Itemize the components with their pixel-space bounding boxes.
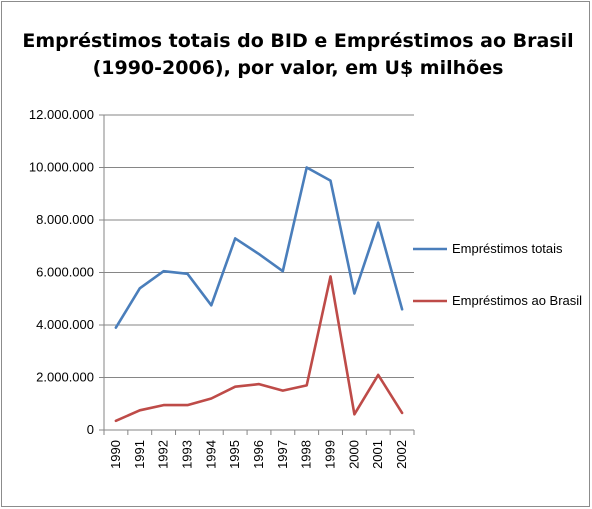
x-tick-label-1998: 1998 bbox=[299, 440, 314, 469]
x-tick-label-2000: 2000 bbox=[346, 440, 361, 469]
y-tick-label-4: 8.000.000 bbox=[36, 212, 94, 227]
x-tick-label-1994: 1994 bbox=[203, 440, 218, 469]
data-point-1-1996 bbox=[258, 383, 260, 385]
data-point-0-2002 bbox=[401, 308, 403, 311]
x-tick-label-1990: 1990 bbox=[108, 440, 123, 469]
axes bbox=[99, 114, 415, 435]
legend-label-0: Empréstimos totais bbox=[452, 241, 563, 256]
data-point-1-2001 bbox=[377, 373, 380, 376]
data-point-1-1997 bbox=[281, 389, 284, 392]
data-point-0-1998 bbox=[305, 166, 308, 169]
data-point-0-1997 bbox=[281, 270, 284, 273]
x-tick-label-1997: 1997 bbox=[275, 440, 290, 469]
data-point-0-2001 bbox=[377, 221, 380, 224]
data-point-0-1999 bbox=[329, 179, 332, 182]
x-tick-label-1999: 1999 bbox=[323, 440, 338, 469]
data-point-1-1998 bbox=[305, 384, 308, 387]
y-tick-label-2: 4.000.000 bbox=[36, 317, 94, 332]
chart-title-line-1: Empréstimos totais do BID e Empréstimos … bbox=[22, 30, 573, 52]
data-point-1-1995 bbox=[234, 385, 237, 388]
y-tick-label-5: 10.000.000 bbox=[29, 160, 94, 175]
gridlines bbox=[104, 114, 414, 378]
data-point-1-1991 bbox=[138, 409, 141, 412]
data-point-0-1996 bbox=[258, 253, 260, 256]
data-point-0-2000 bbox=[353, 292, 356, 295]
x-tick-label-1995: 1995 bbox=[227, 440, 242, 469]
y-tick-label-6: 12.000.000 bbox=[29, 107, 94, 122]
data-point-1-1993 bbox=[186, 404, 189, 406]
data-point-1-1992 bbox=[162, 404, 165, 406]
x-tick-label-1993: 1993 bbox=[179, 440, 194, 469]
x-axis-tick-labels: 1990 1991 1992 1993 1994 1995 1996 1997 1998 1999… bbox=[108, 440, 409, 469]
data-point-1-2000 bbox=[353, 413, 356, 416]
data-point-1-1990 bbox=[115, 419, 117, 422]
y-axis-tick-labels: 0 2.000.000 4.000.000 6.000.000 8.000.000 10.… bbox=[29, 107, 94, 437]
series-line-0 bbox=[114, 166, 404, 329]
legend-label-1: Empréstimos ao Brasil bbox=[452, 293, 582, 308]
data-point-0-1992 bbox=[162, 270, 165, 273]
x-tick-label-1996: 1996 bbox=[251, 440, 266, 469]
y-tick-label-0: 0 bbox=[87, 422, 94, 437]
data-point-1-1994 bbox=[210, 397, 213, 400]
data-point-0-1990 bbox=[115, 326, 117, 329]
x-tick-label-2001: 2001 bbox=[370, 440, 385, 469]
data-point-0-1991 bbox=[138, 287, 141, 290]
data-point-0-1993 bbox=[186, 272, 189, 275]
data-point-1-1999 bbox=[329, 275, 332, 278]
y-tick-label-1: 2.000.000 bbox=[36, 370, 94, 385]
x-tick-label-1991: 1991 bbox=[132, 440, 147, 469]
x-tick-label-1992: 1992 bbox=[156, 440, 171, 469]
y-tick-label-3: 6.000.000 bbox=[36, 265, 94, 280]
legend: Empréstimos totais Empréstimos ao Brasil bbox=[413, 241, 582, 308]
series-lines bbox=[114, 166, 404, 423]
x-tick-label-2002: 2002 bbox=[394, 440, 409, 469]
data-point-0-1995 bbox=[234, 237, 237, 240]
series-line-1 bbox=[114, 275, 404, 423]
data-point-0-1994 bbox=[210, 304, 213, 307]
data-point-1-2002 bbox=[401, 412, 403, 414]
chart-title-line-2: (1990-2006), por valor, em U$ milhões bbox=[93, 57, 504, 79]
